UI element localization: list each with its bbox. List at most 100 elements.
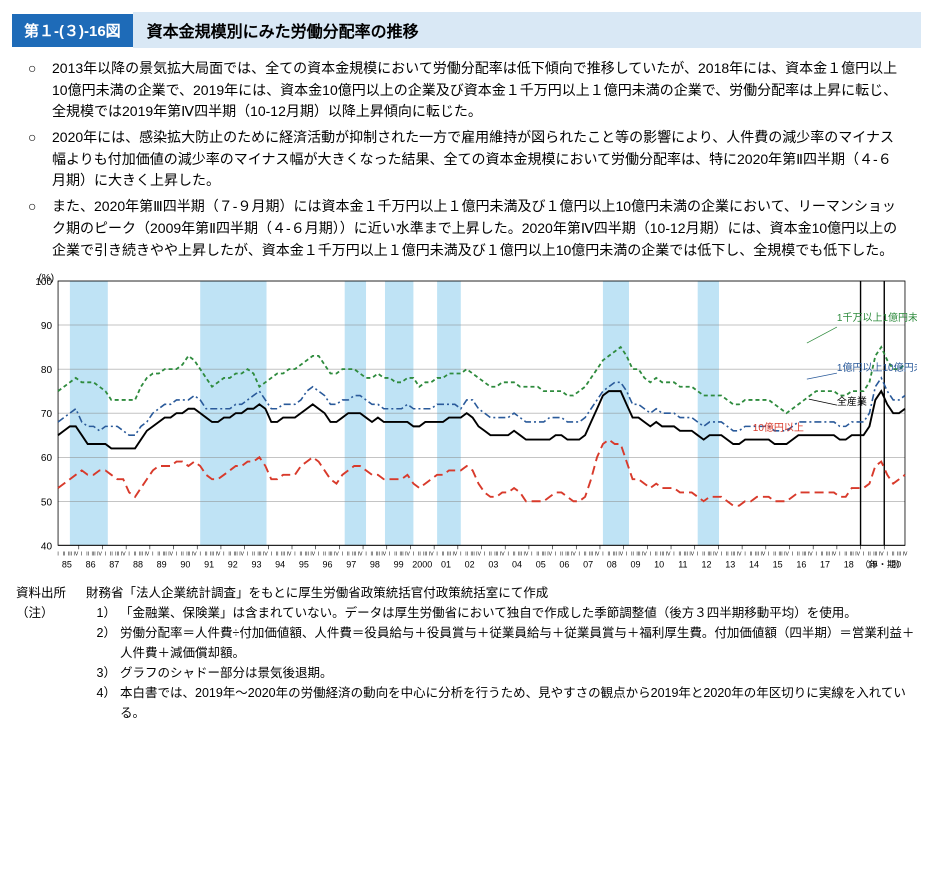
notes-section: 資料出所 財務省「法人企業統計調査」をもとに厚生労働省政策統括官付政策統括室にて… <box>12 577 921 723</box>
svg-text:86: 86 <box>86 560 96 570</box>
svg-text:07: 07 <box>583 560 593 570</box>
svg-text:1億円以上10億円未満: 1億円以上10億円未満 <box>837 361 917 374</box>
svg-text:90: 90 <box>180 560 190 570</box>
svg-text:IV: IV <box>666 551 671 557</box>
figure-title: 資本金規模別にみた労働分配率の推移 <box>133 12 921 48</box>
svg-text:1千万以上1億円未満: 1千万以上1億円未満 <box>837 311 917 324</box>
svg-text:I: I <box>436 551 437 557</box>
svg-text:II: II <box>157 551 160 557</box>
svg-text:III: III <box>305 551 309 557</box>
svg-text:IV: IV <box>760 551 765 557</box>
svg-text:I: I <box>839 551 840 557</box>
svg-text:IV: IV <box>192 551 197 557</box>
svg-text:IV: IV <box>405 551 410 557</box>
svg-text:40: 40 <box>41 541 53 552</box>
svg-text:IV: IV <box>855 551 860 557</box>
svg-text:I: I <box>57 551 58 557</box>
svg-text:01: 01 <box>441 560 451 570</box>
note-text: 「金融業、保険業」は含まれていない。データは厚生労働省において独自で作成した季節… <box>120 603 917 623</box>
svg-text:IV: IV <box>784 551 789 557</box>
svg-text:I: I <box>176 551 177 557</box>
note-number: 1） <box>86 603 120 623</box>
svg-text:I: I <box>460 551 461 557</box>
svg-text:I: I <box>223 551 224 557</box>
svg-text:II: II <box>679 551 682 557</box>
svg-text:50: 50 <box>41 497 53 508</box>
svg-text:II: II <box>110 551 113 557</box>
svg-text:I: I <box>768 551 769 557</box>
svg-text:III: III <box>826 551 830 557</box>
svg-text:09: 09 <box>630 560 640 570</box>
svg-text:70: 70 <box>41 409 53 420</box>
svg-text:II: II <box>892 551 895 557</box>
svg-text:III: III <box>399 551 403 557</box>
svg-text:II: II <box>607 551 610 557</box>
note-number: 4） <box>86 683 120 723</box>
svg-text:91: 91 <box>204 560 214 570</box>
svg-text:IV: IV <box>903 551 908 557</box>
svg-text:II: II <box>181 551 184 557</box>
svg-text:92: 92 <box>228 560 238 570</box>
svg-text:IV: IV <box>429 551 434 557</box>
svg-text:III: III <box>471 551 475 557</box>
svg-text:89: 89 <box>157 560 167 570</box>
svg-text:96: 96 <box>323 560 333 570</box>
svg-text:IV: IV <box>524 551 529 557</box>
svg-text:IV: IV <box>287 551 292 557</box>
bullet-item: また、2020年第Ⅲ四半期（７-９月期）には資本金１千万円以上１億円未満及び１億… <box>28 196 905 261</box>
svg-text:11: 11 <box>678 560 687 570</box>
svg-text:I: I <box>484 551 485 557</box>
svg-text:II: II <box>442 551 445 557</box>
svg-text:95: 95 <box>299 560 309 570</box>
svg-text:10: 10 <box>654 560 664 570</box>
svg-text:II: II <box>726 551 729 557</box>
svg-text:II: II <box>276 551 279 557</box>
svg-text:IV: IV <box>571 551 576 557</box>
svg-text:IV: IV <box>145 551 150 557</box>
svg-text:I: I <box>413 551 414 557</box>
svg-text:IV: IV <box>689 551 694 557</box>
svg-text:2000: 2000 <box>412 560 432 570</box>
svg-text:90: 90 <box>41 321 53 332</box>
svg-text:III: III <box>660 551 664 557</box>
svg-text:IV: IV <box>476 551 481 557</box>
svg-text:IV: IV <box>595 551 600 557</box>
svg-text:II: II <box>489 551 492 557</box>
svg-text:II: II <box>134 551 137 557</box>
svg-text:93: 93 <box>251 560 261 570</box>
figure-header: 第１-(３)-16図 資本金規模別にみた労働分配率の推移 <box>12 12 921 48</box>
svg-text:15: 15 <box>773 560 783 570</box>
svg-text:97: 97 <box>346 560 356 570</box>
svg-text:II: II <box>323 551 326 557</box>
svg-text:IV: IV <box>216 551 221 557</box>
svg-text:IV: IV <box>808 551 813 557</box>
svg-text:II: II <box>299 551 302 557</box>
svg-text:II: II <box>465 551 468 557</box>
svg-text:IV: IV <box>310 551 315 557</box>
svg-text:10億円以上: 10億円以上 <box>753 421 804 434</box>
svg-text:I: I <box>507 551 508 557</box>
svg-text:III: III <box>707 551 711 557</box>
svg-text:III: III <box>68 551 72 557</box>
svg-text:III: III <box>186 551 190 557</box>
svg-text:88: 88 <box>133 560 143 570</box>
svg-text:III: III <box>779 551 783 557</box>
svg-text:I: I <box>531 551 532 557</box>
svg-text:II: II <box>418 551 421 557</box>
svg-text:III: III <box>281 551 285 557</box>
svg-text:III: III <box>494 551 498 557</box>
svg-text:06: 06 <box>559 560 569 570</box>
svg-text:II: II <box>821 551 824 557</box>
svg-text:I: I <box>294 551 295 557</box>
svg-text:IV: IV <box>239 551 244 557</box>
svg-text:II: II <box>205 551 208 557</box>
svg-text:III: III <box>542 551 546 557</box>
svg-text:I: I <box>815 551 816 557</box>
svg-text:85: 85 <box>62 560 72 570</box>
svg-text:III: III <box>897 551 901 557</box>
svg-text:IV: IV <box>73 551 78 557</box>
svg-text:IV: IV <box>358 551 363 557</box>
svg-text:IV: IV <box>642 551 647 557</box>
svg-text:III: III <box>139 551 143 557</box>
source-label: 資料出所 <box>16 583 86 603</box>
